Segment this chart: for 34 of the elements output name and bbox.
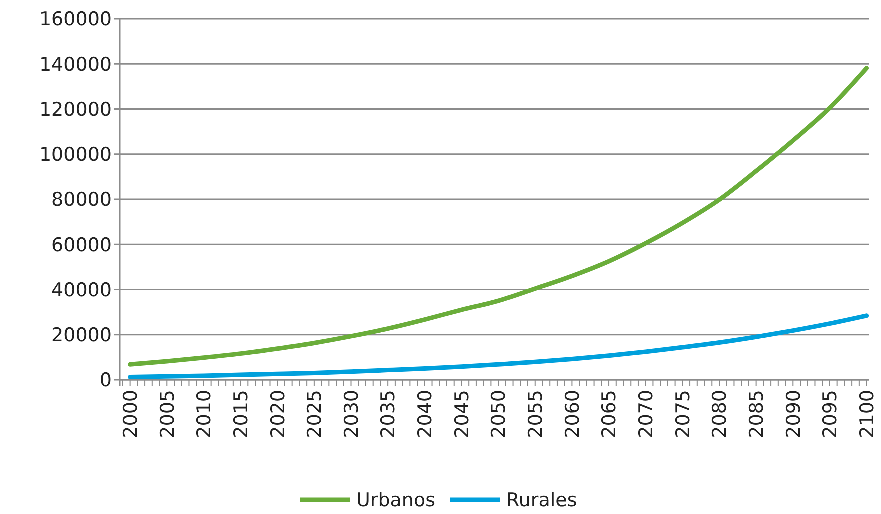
x-tick-label: 2085 [746, 390, 768, 438]
y-tick-label: 140000 [39, 54, 112, 76]
x-tick-label: 2055 [525, 390, 548, 438]
x-tick-label: 2005 [156, 390, 179, 438]
x-tick-label: 2040 [414, 390, 437, 438]
y-tick-label: 100000 [39, 144, 112, 166]
x-tick-label: 2045 [451, 390, 474, 438]
x-tick-label: 2090 [782, 390, 805, 438]
y-tick-label: 60000 [52, 234, 112, 256]
y-tick-label: 0 [100, 370, 112, 392]
line-series [128, 314, 870, 380]
x-tick-label: 2060 [562, 390, 584, 438]
x-tick-label: 2050 [488, 390, 510, 438]
x-tick-label: 2000 [120, 390, 142, 438]
x-tick-label: 2010 [194, 390, 216, 438]
x-tick-label: 2100 [856, 390, 878, 438]
x-tick-label: 2095 [820, 390, 842, 438]
y-tick-label: 120000 [39, 98, 112, 121]
x-tick-label: 2030 [340, 390, 363, 438]
x-tick-label: 2035 [378, 390, 400, 438]
x-tick-label: 2015 [230, 390, 252, 438]
legend-label: Rurales [506, 490, 578, 512]
x-tick-label: 2075 [672, 390, 694, 438]
y-tick-label: 80000 [52, 189, 112, 212]
x-tick-label: 2080 [709, 390, 732, 438]
y-tick-label: 20000 [52, 324, 112, 347]
line-series [128, 66, 870, 367]
x-tick-label: 2020 [267, 390, 290, 438]
x-tick-label: 2065 [598, 390, 621, 438]
x-tick-label: 2070 [635, 390, 658, 438]
legend-label: Urbanos [356, 490, 436, 512]
y-tick-label: 40000 [52, 279, 112, 302]
x-tick-label: 2025 [304, 390, 326, 438]
y-tick-label: 160000 [39, 8, 112, 31]
